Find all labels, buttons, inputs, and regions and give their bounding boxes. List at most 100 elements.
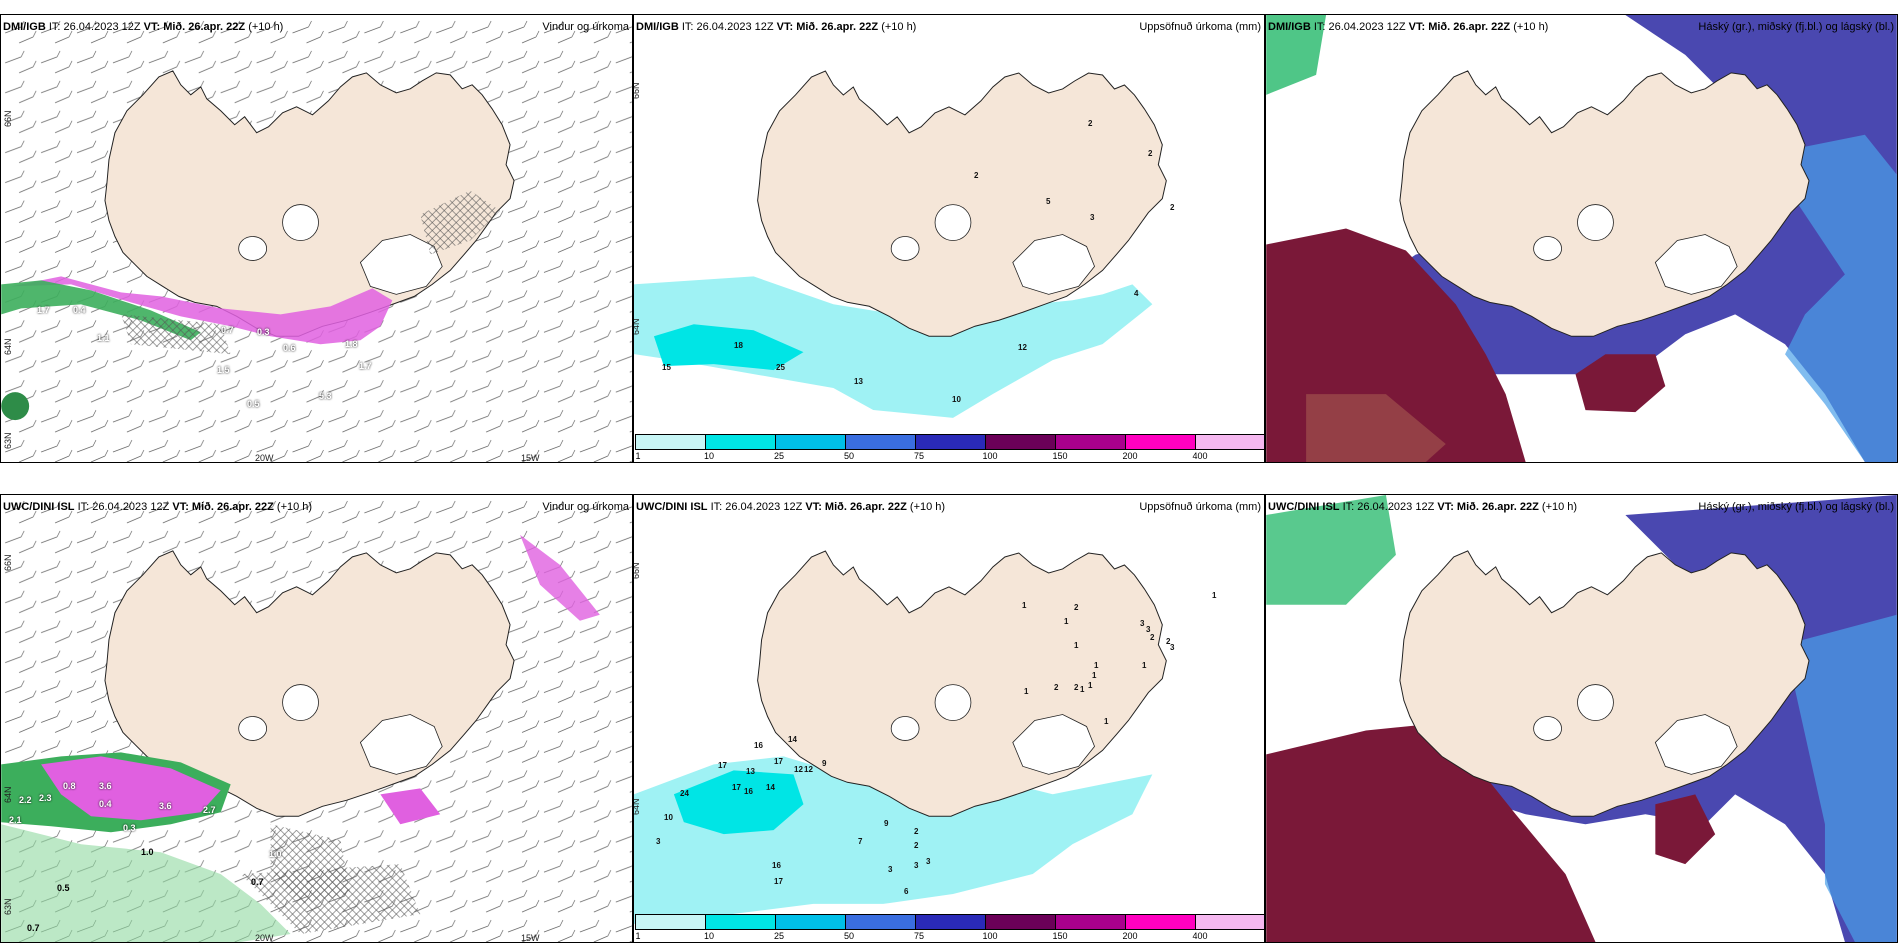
wind-value: 0.4 xyxy=(73,305,86,315)
colorbar-swatch xyxy=(915,434,986,450)
valid-time: Mið. 26.apr. 22Z xyxy=(796,21,879,33)
colorbar-tick-label: 25 xyxy=(773,451,785,461)
lon-label-15w: 15W xyxy=(521,453,540,463)
accum-value: 12 xyxy=(794,765,803,774)
wind-value: 0.8 xyxy=(63,781,76,791)
lead-time: (+10 h) xyxy=(909,501,946,513)
panel-title: Vindur og úrkoma xyxy=(542,21,629,33)
panel-title: Uppsöfnuð úrkoma (mm) xyxy=(1139,21,1261,33)
wind-value: 0.3 xyxy=(123,823,136,833)
wind-value: 0.7 xyxy=(221,325,234,335)
accum-value: 1 xyxy=(1142,661,1147,670)
accum-value: 9 xyxy=(884,819,889,828)
valid-time: Mið. 26.apr. 22Z xyxy=(1456,501,1539,513)
accum-value: 2 xyxy=(914,841,919,850)
cloud-map xyxy=(1266,495,1897,942)
colorbar-swatch xyxy=(635,914,706,930)
model-name: DMI/IGB xyxy=(1268,21,1311,33)
panel-header: DMI/IGB IT: 26.04.2023 12Z VT: Mið. 26.a… xyxy=(1266,15,1897,43)
valid-time: Mið. 26.apr. 22Z xyxy=(824,501,907,513)
colorbar-swatch xyxy=(775,434,846,450)
accum-value: 2 xyxy=(1150,633,1155,642)
model-name: DMI/IGB xyxy=(636,21,679,33)
accum-value: 1 xyxy=(1092,671,1097,680)
accum-value: 3 xyxy=(1146,625,1151,634)
lat-label-64n: 64N xyxy=(633,318,641,335)
precip-colorbar: 1 10 25 50 75 100 150 200 400 xyxy=(635,434,1264,462)
panel-header: DMI/IGB IT: 26.04.2023 12Z VT: Mið. 26.a… xyxy=(634,15,1264,43)
accum-value: 13 xyxy=(854,377,863,386)
wind-value: 0.6 xyxy=(283,343,296,353)
colorbar-tick-label: 400 xyxy=(1192,451,1208,461)
lat-label-64n: 64N xyxy=(633,798,641,815)
accum-value: 10 xyxy=(952,395,961,404)
wind-value: 1.1 xyxy=(97,333,110,343)
accum-value: 3 xyxy=(1140,619,1145,628)
accum-value: 2 xyxy=(1166,637,1171,646)
valid-time: Mið. 26.apr. 22Z xyxy=(191,501,274,513)
wind-value: 0.7 xyxy=(251,877,264,887)
colorbar-swatch xyxy=(1125,434,1196,450)
panel-header: DMI/IGB IT: 26.04.2023 12Z VT: Mið. 26.a… xyxy=(1,15,632,43)
colorbar-tick-label: 75 xyxy=(913,451,925,461)
accum-value: 6 xyxy=(904,887,909,896)
wind-value: 1.0 xyxy=(269,849,282,859)
wind-value: 5.3 xyxy=(319,391,332,401)
wind-value: 0.4 xyxy=(99,799,112,809)
accum-value: 2 xyxy=(1088,119,1093,128)
accum-value: 3 xyxy=(1090,213,1095,222)
valid-label: VT: xyxy=(776,21,794,33)
lat-label-63n: 63N xyxy=(3,432,13,449)
wind-value: 0.5 xyxy=(57,883,70,893)
accum-value: 1 xyxy=(1022,601,1027,610)
valid-label: VT: xyxy=(172,501,189,513)
wind-value: 2.3 xyxy=(39,793,52,803)
lat-label-64n: 64N xyxy=(3,786,13,803)
accum-value: 1 xyxy=(1024,687,1029,696)
lat-label-64n: 64N xyxy=(3,338,13,355)
accum-value: 7 xyxy=(858,837,863,846)
colorbar-tick-label: 400 xyxy=(1192,931,1208,941)
accum-value: 1 xyxy=(1074,641,1079,650)
wind-value: 1.7 xyxy=(37,305,50,315)
lead-time: (+10 h) xyxy=(276,501,313,513)
accum-value: 4 xyxy=(1134,289,1139,298)
accum-value: 1 xyxy=(1212,591,1217,600)
colorbar-swatch xyxy=(705,434,776,450)
cloud-map xyxy=(1266,15,1897,462)
lat-label-66n: 66N xyxy=(3,554,13,571)
wind-value: 2.2 xyxy=(19,795,32,805)
lat-label-66n: 66N xyxy=(633,562,641,579)
valid-time: Mið. 26.apr. 22Z xyxy=(1428,21,1511,33)
colorbar-swatch xyxy=(1055,434,1126,450)
wind-value: 2.1 xyxy=(9,815,22,825)
colorbar-swatch xyxy=(1195,914,1264,930)
panel-title: Uppsöfnuð úrkoma (mm) xyxy=(1139,501,1261,513)
model-name: UWC/DINI ISL xyxy=(636,501,708,513)
wind-value: 1.5 xyxy=(217,365,230,375)
accum-value: 17 xyxy=(774,877,783,886)
accum-value: 1 xyxy=(1088,681,1093,690)
accum-value: 16 xyxy=(744,787,753,796)
colorbar-swatch xyxy=(985,434,1056,450)
colorbar-swatch xyxy=(1195,434,1264,450)
colorbar-swatch xyxy=(985,914,1056,930)
lon-label-15w: 15W xyxy=(521,933,540,943)
colorbar-swatch xyxy=(1125,914,1196,930)
accum-value: 2 xyxy=(1074,683,1079,692)
accum-value: 1 xyxy=(1104,717,1109,726)
colorbar-tick-label: 200 xyxy=(1122,451,1138,461)
accum-value: 1 xyxy=(1094,661,1099,670)
accum-precip-panel-dmi: 2 2 2 5 3 2 4 18 15 25 12 13 10 66N 64N … xyxy=(633,14,1265,463)
lon-label-20w: 20W xyxy=(255,933,274,943)
wind-value: 2.7 xyxy=(203,805,216,815)
accum-value: 3 xyxy=(926,857,931,866)
accum-value: 3 xyxy=(888,865,893,874)
panel-title: Vindur og úrkoma xyxy=(542,501,629,513)
accum-value: 3 xyxy=(656,837,661,846)
accum-map xyxy=(634,15,1264,418)
lead-time: (+10 h) xyxy=(248,21,284,33)
accum-value: 2 xyxy=(1074,603,1079,612)
panel-header: UWC/DINI ISL IT: 26.04.2023 12Z VT: Mið.… xyxy=(1,495,632,523)
colorbar-tick-label: 200 xyxy=(1122,931,1138,941)
